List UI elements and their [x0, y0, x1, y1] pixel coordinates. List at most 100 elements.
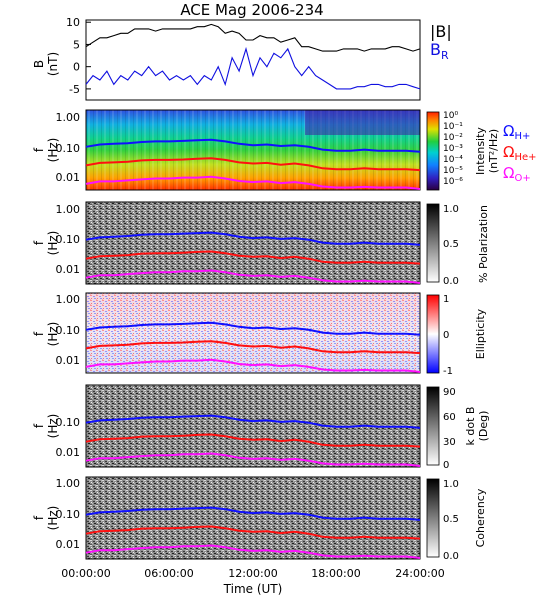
legend-b-total: |B| — [430, 22, 452, 41]
intensity-cb-tick-1: 10⁻¹ — [443, 122, 463, 132]
legend-omega-o-main: Ω — [503, 164, 514, 182]
b-tick-label: 0 — [73, 61, 80, 74]
legend-b-r-main: B — [430, 40, 441, 59]
k-dot-b-colorbar — [426, 386, 440, 466]
gyro-lines-2 — [85, 138, 421, 190]
legend-omega-o: ΩO+ — [503, 164, 531, 184]
x-axis-label: Time (UT) — [223, 582, 283, 596]
ellipticity-cb-tick-2: -1 — [443, 366, 453, 377]
omega-he-line — [85, 433, 421, 448]
gyro-lines-5 — [85, 414, 421, 467]
hz-axis-unit-6: (Hz) — [46, 506, 60, 531]
legend-omega-he-sub: He+ — [514, 152, 536, 163]
hz-axis-unit-2: (Hz) — [46, 138, 60, 163]
coherency-cb-tick-1: 0.5 — [443, 514, 459, 525]
omega-o-line — [85, 175, 421, 190]
ellipticity-cb-tick-1: 0 — [443, 330, 449, 341]
panel-polarization: f (Hz) 1.00 0.10 0.01 1.0 0.5 0.0 % Pola… — [32, 201, 490, 287]
legend-omega-o-sub: O+ — [514, 173, 530, 184]
legend-omega-he-main: Ω — [503, 143, 514, 161]
polarization-cb-tick-0: 1.0 — [443, 204, 459, 215]
coherency-colorbar — [426, 478, 440, 558]
omega-h-line — [85, 138, 421, 153]
panel-3-frame — [85, 201, 421, 285]
f-tick-3-3: 0.01 — [56, 263, 81, 276]
panel-2-frame — [85, 109, 421, 191]
x-tick-4: 24:00:00 — [395, 567, 444, 580]
panel-ellipticity: f (Hz) 1.00 0.10 0.01 1 0 -1 Ellipticity — [32, 292, 487, 377]
polarization-cb-tick-1: 0.5 — [443, 239, 459, 250]
polarization-colorbar — [426, 203, 440, 283]
panel-4-frame — [85, 292, 421, 374]
k-dot-b-cb-tick-1: 60 — [443, 412, 456, 423]
b-tick-label: 5 — [73, 38, 80, 51]
x-tick-2: 12:00:00 — [228, 567, 277, 580]
omega-he-line — [85, 250, 421, 265]
x-tick-0: 00:00:00 — [61, 567, 110, 580]
legend-omega-h-main: Ω — [503, 122, 514, 140]
f-tick-6-1: 1.00 — [56, 477, 81, 490]
intensity-cb-tick-3: 10⁻³ — [443, 144, 463, 154]
gyro-lines-3 — [85, 231, 421, 284]
f-axis-label-4: f — [32, 331, 46, 336]
ellipticity-cb-label: Ellipticity — [474, 308, 487, 359]
omega-he-line — [85, 157, 421, 172]
f-tick-6-3: 0.01 — [56, 538, 81, 551]
omega-o-line — [85, 358, 421, 373]
omega-o-line — [85, 544, 421, 559]
intensity-cb-label: Intensity — [474, 127, 487, 175]
panel-intensity: f (Hz) 1.00 0.10 0.01 10⁰ 10⁻¹ 10⁻² 10⁻³… — [32, 109, 537, 191]
legend-b-r: BR — [430, 40, 449, 62]
intensity-quiet-region — [305, 110, 420, 135]
f-axis-label-2: f — [32, 147, 46, 152]
f-axis-label-3: f — [32, 240, 46, 245]
intensity-cb-tick-6: 10⁻⁶ — [443, 177, 463, 187]
b-tick-label: 10 — [66, 16, 80, 29]
f-tick-2-3: 0.01 — [56, 171, 81, 184]
f-axis-label-6: f — [32, 515, 46, 520]
k-dot-b-cb-label: k dot B — [464, 407, 477, 446]
f-tick-3-2: 0.10 — [56, 233, 81, 246]
panel-6-frame — [85, 476, 421, 560]
polarization-cb-label: % Polarization — [477, 205, 490, 283]
f-tick-3-1: 1.00 — [56, 203, 81, 216]
hz-axis-unit-3: (Hz) — [46, 231, 60, 256]
gyro-lines-6 — [85, 506, 421, 559]
f-tick-5-2: 0.01 — [56, 446, 81, 459]
f-tick-4-1: 1.00 — [56, 293, 81, 306]
k-dot-b-cb-unit: (Deg) — [477, 411, 490, 442]
series-b-total — [85, 23, 421, 52]
figure-title: ACE Mag 2006-234 — [180, 1, 323, 19]
ellipticity-cb-tick-0: 1 — [443, 294, 449, 305]
f-tick-4-2: 0.10 — [56, 324, 81, 337]
legend-omega-he: ΩHe+ — [503, 143, 537, 163]
polarization-cb-tick-2: 0.0 — [443, 276, 459, 287]
b-tick-label: -5 — [69, 83, 80, 96]
omega-h-line — [85, 414, 421, 429]
k-dot-b-cb-tick-3: 0 — [443, 460, 449, 471]
intensity-cb-tick-4: 10⁻⁴ — [443, 155, 463, 165]
f-tick-4-3: 0.01 — [56, 354, 81, 367]
hz-axis-unit-5: (Hz) — [46, 414, 60, 439]
x-tick-3: 18:00:00 — [311, 567, 360, 580]
omega-he-line — [85, 340, 421, 355]
legend-b-r-sub: R — [441, 49, 449, 62]
ellipticity-colorbar — [426, 294, 440, 374]
f-tick-5-1: 0.10 — [56, 416, 81, 429]
intensity-cb-unit: (nT²/Hz) — [487, 129, 500, 173]
omega-h-line — [85, 231, 421, 246]
omega-h-line — [85, 321, 421, 336]
k-dot-b-cb-tick-0: 90 — [443, 387, 456, 398]
intensity-cb-tick-0: 10⁰ — [443, 111, 458, 121]
b-axis-label: B — [32, 60, 46, 68]
x-axis: 00:00:00 06:00:00 12:00:00 18:00:00 24:0… — [61, 567, 444, 596]
panel-coherency: f (Hz) 1.00 0.10 0.01 1.0 0.5 0.0 Cohere… — [32, 476, 487, 562]
omega-o-line — [85, 452, 421, 467]
intensity-colorbar — [426, 111, 440, 191]
f-axis-label-5: f — [32, 423, 46, 428]
panel-5-frame — [85, 384, 421, 468]
panel-k-dot-b: f (Hz) 0.10 0.01 90 60 30 0 k dot B (Deg… — [32, 384, 490, 471]
coherency-cb-label: Coherency — [474, 488, 487, 547]
f-tick-6-2: 0.10 — [56, 508, 81, 521]
